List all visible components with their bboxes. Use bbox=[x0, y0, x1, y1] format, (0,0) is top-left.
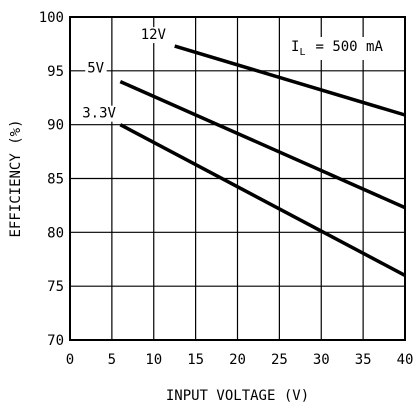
load-current-annotation: IL = 500 mA bbox=[291, 39, 383, 58]
series-label-bg-0 bbox=[138, 27, 169, 44]
x-tick-label-6: 30 bbox=[313, 352, 330, 368]
series-line-1 bbox=[119, 79, 406, 210]
annotation-value: = 500 mA bbox=[315, 39, 383, 55]
y-tick-label-2: 80 bbox=[47, 225, 64, 241]
series-label-1: 5V bbox=[87, 61, 104, 77]
series-lines bbox=[119, 44, 406, 277]
series-label-bg-1 bbox=[85, 60, 107, 77]
x-tick-label-0: 0 bbox=[66, 352, 74, 368]
plot-frame bbox=[69, 16, 406, 341]
annotation-subscript: L bbox=[299, 47, 305, 58]
y-tick-label-0: 70 bbox=[47, 333, 64, 349]
x-tick-label-3: 15 bbox=[187, 352, 204, 368]
x-tick-label-7: 35 bbox=[355, 352, 372, 368]
series-line-2 bbox=[119, 123, 406, 277]
y-tick-labels: 70 75 80 85 90 95 100 bbox=[39, 10, 64, 349]
series-labels: 12V 5V 3.3V bbox=[80, 27, 169, 122]
x-tick-label-5: 25 bbox=[271, 352, 288, 368]
annotation-symbol: I bbox=[291, 39, 299, 55]
x-tick-label-2: 10 bbox=[145, 352, 162, 368]
series-label-bg-2 bbox=[80, 105, 119, 122]
y-tick-label-1: 75 bbox=[47, 279, 64, 295]
annotation-background bbox=[287, 37, 388, 60]
grid-lines bbox=[70, 17, 405, 340]
series-line-0 bbox=[174, 44, 406, 117]
series-label-0: 12V bbox=[141, 27, 167, 43]
y-tick-label-6: 100 bbox=[39, 10, 64, 26]
x-tick-labels: 0 5 10 15 20 25 30 35 40 bbox=[66, 352, 414, 368]
x-tick-label-4: 20 bbox=[229, 352, 246, 368]
y-tick-label-5: 95 bbox=[47, 64, 64, 80]
y-tick-label-3: 85 bbox=[47, 172, 64, 188]
y-axis-title: EFFICIENCY (%) bbox=[8, 119, 24, 237]
x-axis-title: INPUT VOLTAGE (V) bbox=[166, 388, 309, 404]
y-tick-label-4: 90 bbox=[47, 118, 64, 134]
series-label-2: 3.3V bbox=[82, 106, 116, 122]
x-tick-label-8: 40 bbox=[397, 352, 414, 368]
x-tick-label-1: 5 bbox=[108, 352, 116, 368]
